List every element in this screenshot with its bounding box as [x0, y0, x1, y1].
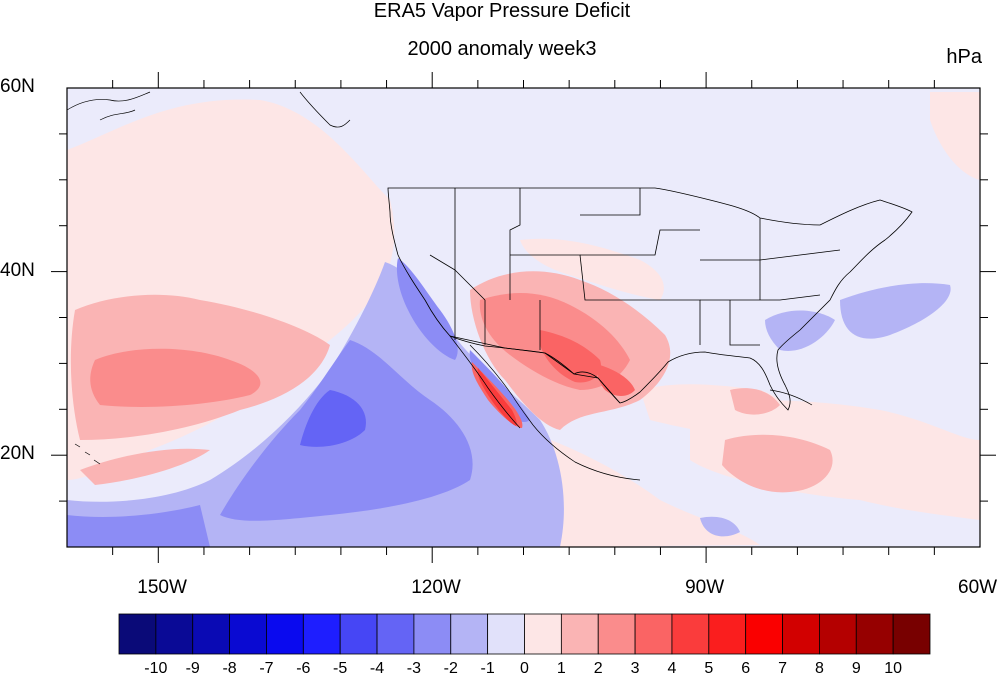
pacific-positive-core	[90, 348, 261, 407]
southeast-us-negative	[765, 310, 835, 351]
mexico-border	[449, 335, 621, 404]
state-line-4	[580, 188, 641, 216]
baja-inner-coast	[469, 344, 534, 426]
baja-coast	[449, 335, 521, 429]
lat-label-40n: 40N	[0, 259, 35, 281]
us-outline	[387, 187, 913, 411]
baja-positive-core	[477, 368, 517, 426]
state-line-5	[580, 229, 700, 256]
northeast-positive-patch	[930, 92, 980, 180]
baja-gulf-negative	[469, 350, 530, 422]
chart-subtitle: 2000 anomaly week3	[407, 38, 597, 60]
lat-label-60n: 60N	[0, 76, 35, 97]
caribbean-positive-core	[722, 434, 833, 493]
colorbar-label: 6	[741, 660, 751, 677]
pacific-south-negative-band	[67, 505, 210, 547]
eastern-pacific-negative-core	[300, 390, 366, 447]
colorbar-label: -7	[259, 660, 274, 677]
colorbar-label: 3	[630, 660, 640, 677]
southwest-positive-core	[540, 330, 601, 383]
atlantic-negative-band	[840, 283, 951, 339]
alaska-coast	[66, 91, 151, 121]
colorbar-label: -4	[369, 660, 385, 677]
hawaii-islands	[74, 443, 101, 465]
mexico-pacific-coast	[532, 424, 641, 481]
colorbar-label: 5	[704, 660, 714, 677]
colorbar-label: -10	[144, 660, 168, 677]
canada-coast	[299, 91, 351, 128]
colorbar-label: -2	[443, 660, 458, 677]
colorbar-label: -9	[185, 660, 200, 677]
colorbar-label: -3	[406, 660, 422, 677]
colorbar-label: -5	[333, 660, 348, 677]
colorbar-label: 0	[520, 660, 529, 677]
cuba-coast	[769, 389, 813, 406]
central-plains-positive	[520, 238, 664, 300]
mexico-positive-band	[517, 430, 760, 547]
colorbar-label: 4	[667, 660, 677, 677]
colorbar-label: -1	[480, 660, 495, 677]
colorbar-label: -6	[296, 660, 311, 677]
state-line-2	[509, 188, 521, 300]
chart-title: ERA5 Vapor Pressure Deficit	[373, 0, 631, 22]
state-line-7	[700, 249, 841, 261]
units-label: hPa	[946, 46, 982, 68]
florida-positive-patch	[730, 388, 780, 415]
hawaii-positive-streak	[80, 448, 210, 485]
caribbean-negative-patch	[700, 516, 740, 537]
state-line-8	[700, 294, 821, 301]
colorbar-label: 8	[814, 660, 824, 677]
state-line-3	[510, 254, 650, 301]
colorbar-label: 9	[851, 660, 861, 677]
lon-label-90w: 90W	[685, 577, 725, 598]
california-coast-negative	[396, 258, 458, 360]
coastlines	[66, 91, 813, 481]
colorbar-label: 10	[884, 660, 903, 677]
colorbar-label: 1	[556, 660, 566, 677]
colorbar-label: -8	[222, 660, 237, 677]
anomaly-field	[67, 88, 980, 547]
us-state-boundaries	[387, 187, 913, 411]
colorbar-label: 7	[778, 660, 787, 677]
axis-ticks	[51, 72, 996, 563]
state-line-9	[729, 300, 760, 346]
lon-label-120w: 120W	[411, 577, 461, 598]
lon-label-60w: 60W	[958, 577, 998, 598]
state-line-13	[429, 254, 456, 340]
lon-label-150w: 150W	[137, 577, 187, 598]
lat-label-20n: 20N	[0, 443, 35, 465]
colorbar-label: 2	[593, 660, 603, 677]
